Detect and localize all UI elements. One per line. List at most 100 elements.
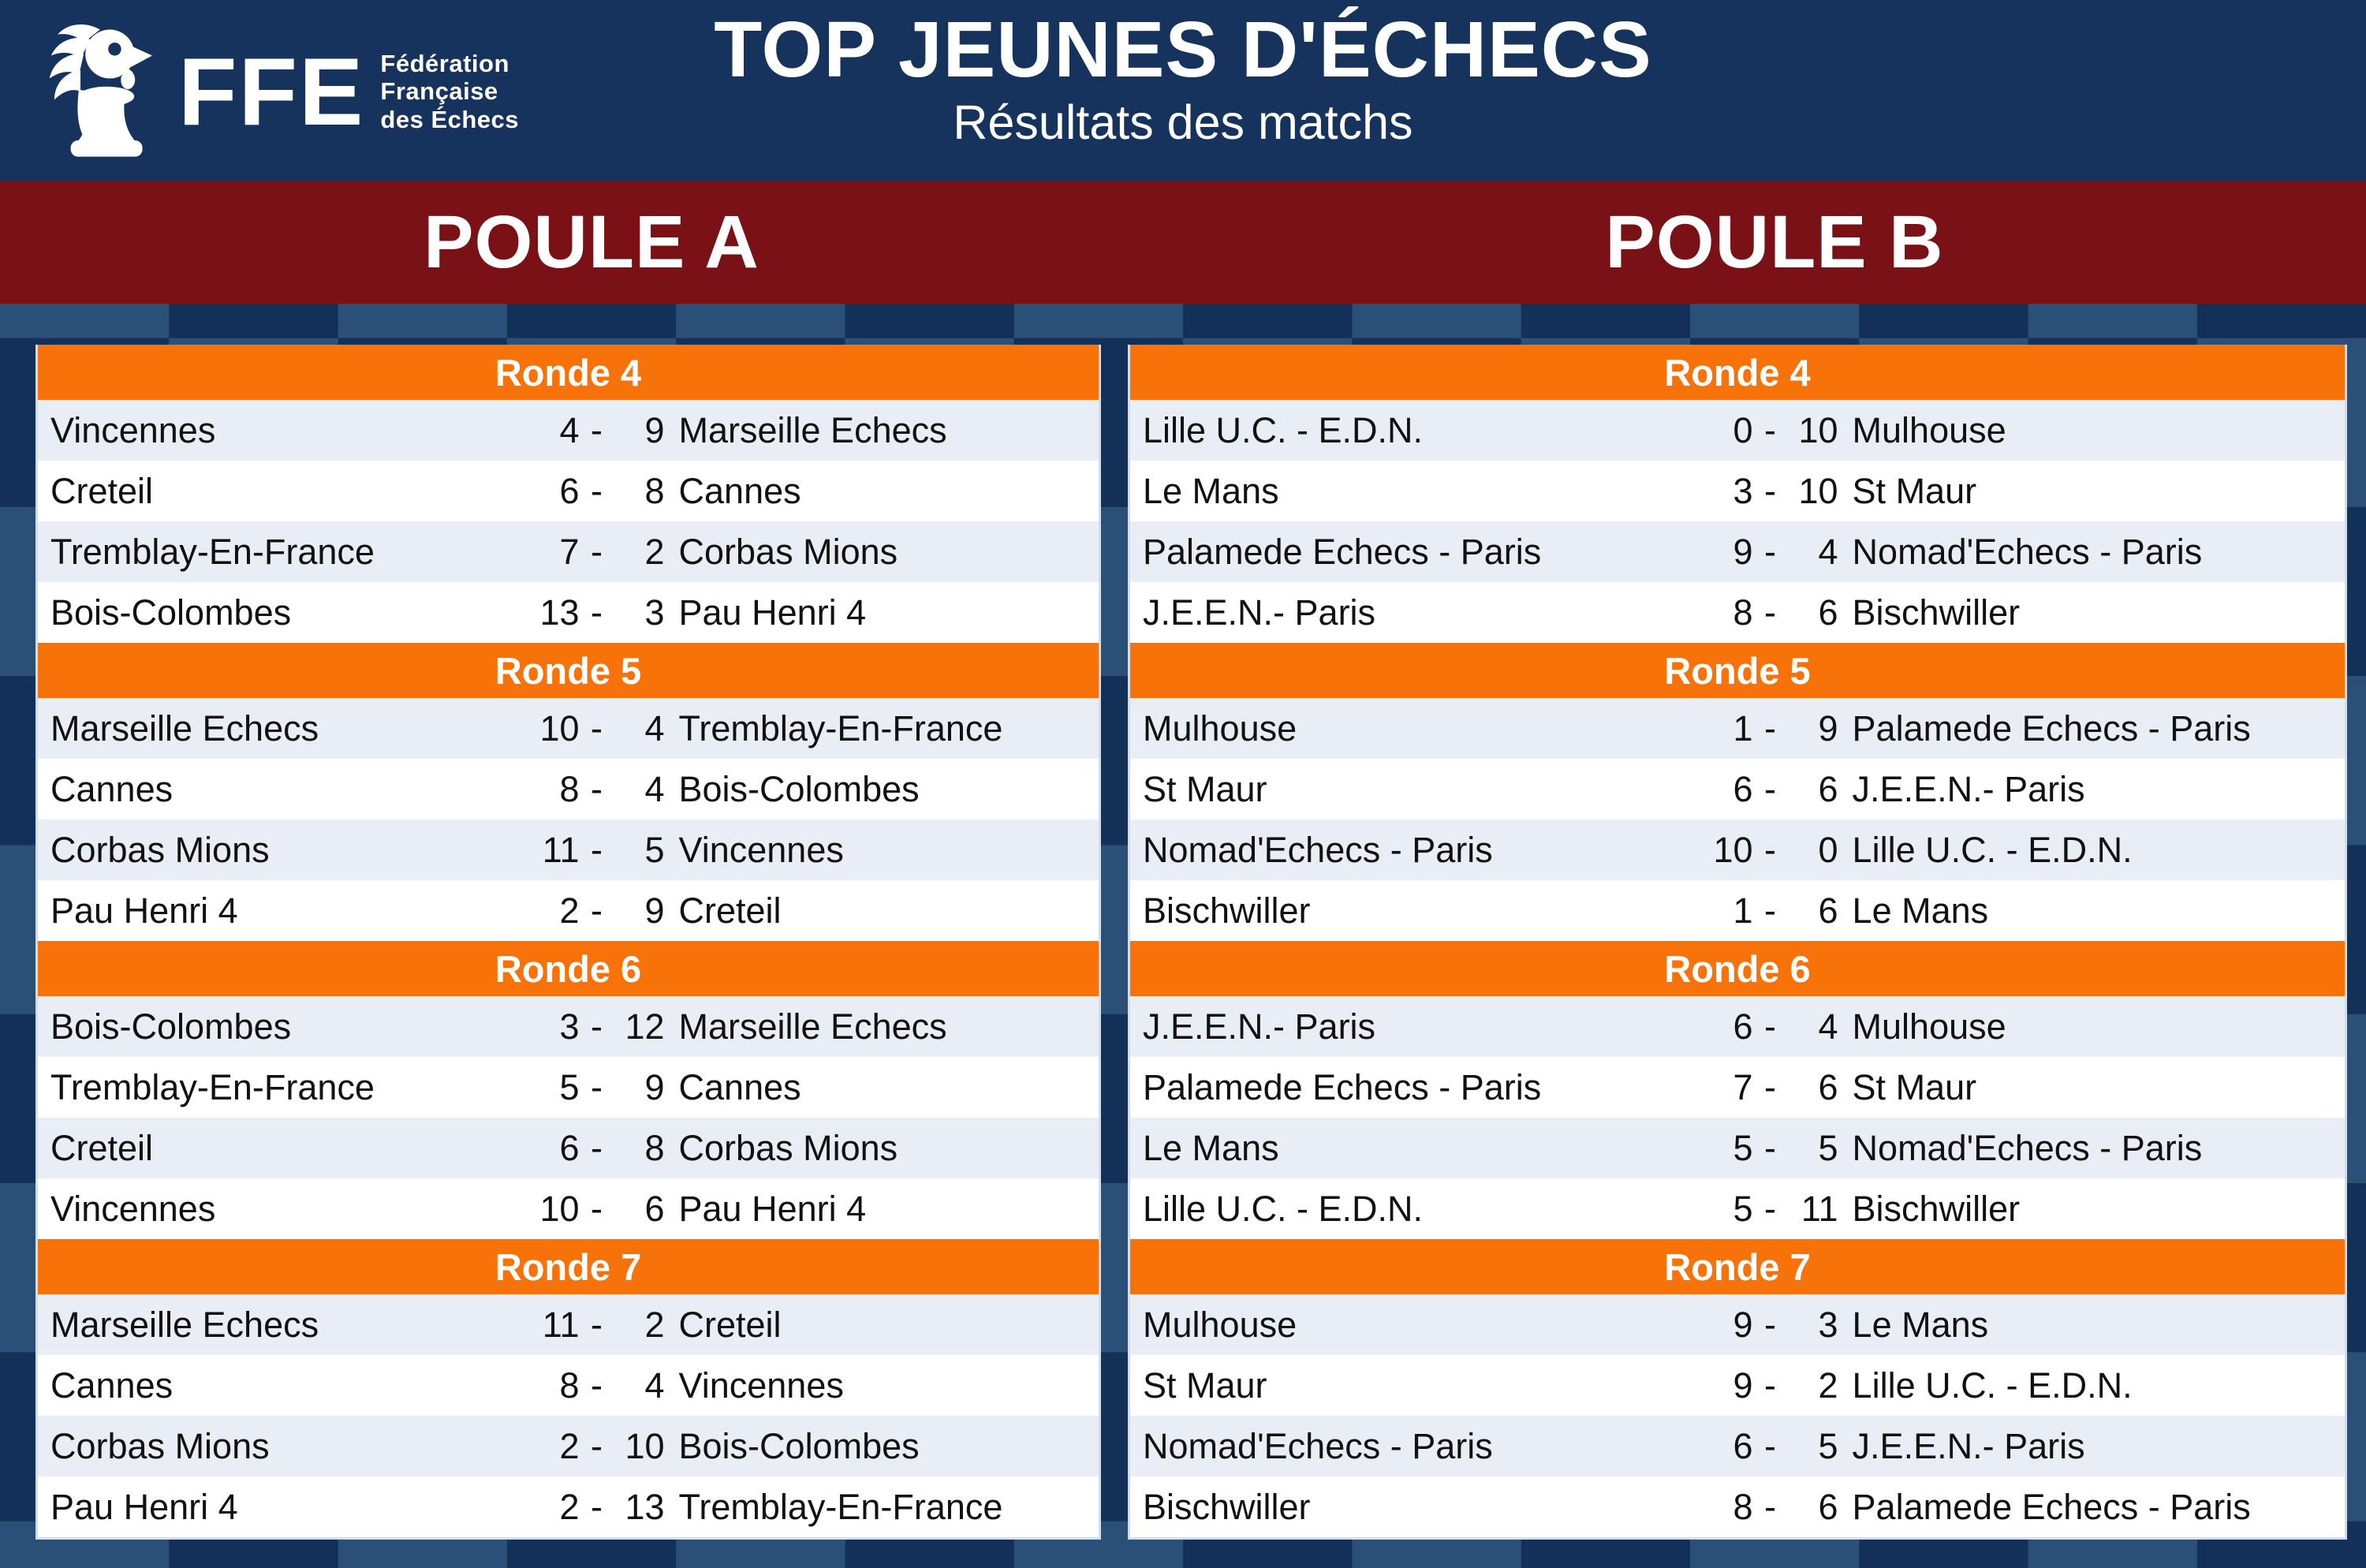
match-row: Corbas Mions 2-10 Bois-Colombes bbox=[38, 1416, 1099, 1477]
home-team: Palamede Echecs - Paris bbox=[1143, 1066, 1542, 1107]
match-row: Marseille Echecs 11-2 Creteil bbox=[38, 1294, 1099, 1355]
score-separator: - bbox=[1764, 1425, 1777, 1466]
score-separator: - bbox=[591, 1006, 603, 1047]
away-score: 5 bbox=[1818, 1127, 1838, 1168]
away-team: Creteil bbox=[678, 1304, 782, 1345]
away-team: Bois-Colombes bbox=[678, 768, 920, 809]
pool-b-label: POULE B bbox=[1605, 200, 1944, 284]
home-team: J.E.E.N.- Paris bbox=[1143, 592, 1376, 633]
away-team: Le Mans bbox=[1852, 1304, 1989, 1345]
score-separator: - bbox=[1764, 707, 1777, 749]
score-separator: - bbox=[591, 1365, 603, 1406]
score-separator: - bbox=[591, 470, 603, 511]
home-score: 3 bbox=[559, 1006, 580, 1047]
away-score: 6 bbox=[1818, 1486, 1838, 1527]
home-score: 6 bbox=[1733, 1006, 1753, 1047]
away-team: J.E.E.N.- Paris bbox=[1852, 1425, 2085, 1466]
home-team: Bois-Colombes bbox=[50, 1006, 292, 1047]
match-row: St Maur 9-2 Lille U.C. - E.D.N. bbox=[1130, 1355, 2345, 1416]
match-row: J.E.E.N.- Paris 6-4 Mulhouse bbox=[1130, 996, 2345, 1057]
away-team: Lille U.C. - E.D.N. bbox=[1852, 1365, 2133, 1406]
score-separator: - bbox=[591, 1425, 603, 1466]
score-separator: - bbox=[1764, 1006, 1777, 1047]
away-score: 11 bbox=[1801, 1188, 1838, 1229]
home-score: 2 bbox=[559, 1425, 580, 1466]
away-team: Pau Henri 4 bbox=[678, 592, 867, 633]
away-team: Palamede Echecs - Paris bbox=[1852, 1486, 2251, 1527]
home-team: Vincennes bbox=[50, 1188, 216, 1229]
pool-b-header: POULE B bbox=[1183, 181, 2366, 304]
home-team: J.E.E.N.- Paris bbox=[1143, 1006, 1376, 1047]
page-title: TOP JEUNES D'ÉCHECS bbox=[714, 6, 1652, 94]
ffe-rooster-pawn-icon bbox=[41, 18, 167, 165]
home-team: Palamede Echecs - Paris bbox=[1143, 531, 1542, 572]
match-row: J.E.E.N.- Paris 8-6 Bischwiller bbox=[1130, 582, 2345, 643]
pool-a-table: Ronde 4 Vincennes 4-9 Marseille Echecs Crete… bbox=[35, 345, 1101, 1540]
away-team: Lille U.C. - E.D.N. bbox=[1852, 829, 2133, 870]
away-score: 3 bbox=[1818, 1304, 1838, 1345]
home-score: 8 bbox=[1733, 592, 1753, 633]
away-team: Nomad'Echecs - Paris bbox=[1852, 1127, 2203, 1168]
score-separator: - bbox=[591, 1304, 603, 1345]
match-row: Pau Henri 4 2-13 Tremblay-En-France bbox=[38, 1477, 1099, 1537]
score-separator: - bbox=[1764, 470, 1777, 511]
home-score: 7 bbox=[1733, 1066, 1753, 1107]
away-team: Mulhouse bbox=[1852, 1006, 2006, 1047]
away-team: Cannes bbox=[678, 1066, 801, 1107]
away-score: 2 bbox=[644, 1304, 665, 1345]
score-separator: - bbox=[591, 1188, 603, 1229]
match-row: Lille U.C. - E.D.N. 5-11 Bischwiller bbox=[1130, 1178, 2345, 1239]
header: FFE Fédération Française des Échecs TOP … bbox=[0, 0, 2366, 181]
home-team: Vincennes bbox=[50, 409, 216, 450]
away-score: 6 bbox=[644, 1188, 665, 1229]
away-score: 9 bbox=[1818, 707, 1838, 749]
home-score: 8 bbox=[559, 768, 580, 809]
match-row: Bischwiller 1-6 Le Mans bbox=[1130, 880, 2345, 941]
home-score: 2 bbox=[559, 1486, 580, 1527]
home-team: Bischwiller bbox=[1143, 1486, 1311, 1527]
home-team: Tremblay-En-France bbox=[50, 1066, 375, 1107]
home-score: 4 bbox=[559, 409, 580, 450]
away-team: Bischwiller bbox=[1852, 592, 2021, 633]
match-row: Nomad'Echecs - Paris 6-5 J.E.E.N.- Paris bbox=[1130, 1416, 2345, 1477]
match-row: Cannes 8-4 Bois-Colombes bbox=[38, 759, 1099, 819]
away-score: 4 bbox=[644, 1365, 665, 1406]
home-team: Creteil bbox=[50, 470, 154, 511]
page-subtitle: Résultats des matchs bbox=[953, 95, 1413, 149]
home-score: 9 bbox=[1733, 1304, 1753, 1345]
home-team: Nomad'Echecs - Paris bbox=[1143, 1425, 1493, 1466]
away-team: Bois-Colombes bbox=[678, 1425, 920, 1466]
away-team: St Maur bbox=[1852, 470, 1977, 511]
home-score: 11 bbox=[542, 829, 580, 870]
score-separator: - bbox=[1764, 531, 1777, 572]
logo-org-line: des Échecs bbox=[380, 105, 520, 133]
home-score: 10 bbox=[539, 707, 580, 749]
pool-a-header: POULE A bbox=[0, 181, 1183, 304]
home-score: 5 bbox=[559, 1066, 580, 1107]
score-separator: - bbox=[1764, 890, 1777, 931]
home-score: 1 bbox=[1733, 890, 1753, 931]
home-team: Creteil bbox=[50, 1127, 154, 1168]
home-team: Cannes bbox=[50, 768, 174, 809]
match-row: Pau Henri 4 2-9 Creteil bbox=[38, 880, 1099, 941]
match-row: Nomad'Echecs - Paris 10-0 Lille U.C. - E.D… bbox=[1130, 819, 2345, 880]
round-header: Ronde 5 bbox=[38, 643, 1099, 698]
home-team: Corbas Mions bbox=[50, 1425, 270, 1466]
away-team: Marseille Echecs bbox=[678, 1006, 947, 1047]
away-team: St Maur bbox=[1852, 1066, 1977, 1107]
away-score: 9 bbox=[644, 1066, 665, 1107]
home-score: 9 bbox=[1733, 1365, 1753, 1406]
away-team: Mulhouse bbox=[1852, 409, 2006, 450]
home-score: 5 bbox=[1733, 1127, 1753, 1168]
match-row: Le Mans 5-5 Nomad'Echecs - Paris bbox=[1130, 1118, 2345, 1178]
match-row: Lille U.C. - E.D.N. 0-10 Mulhouse bbox=[1130, 400, 2345, 461]
away-score: 9 bbox=[644, 890, 665, 931]
score-separator: - bbox=[591, 1486, 603, 1527]
home-team: Mulhouse bbox=[1143, 1304, 1297, 1345]
score-separator: - bbox=[1764, 1066, 1777, 1107]
home-team: St Maur bbox=[1143, 1365, 1267, 1406]
away-team: Cannes bbox=[678, 470, 801, 511]
home-team: Nomad'Echecs - Paris bbox=[1143, 829, 1493, 870]
match-row: Bois-Colombes 13-3 Pau Henri 4 bbox=[38, 582, 1099, 643]
